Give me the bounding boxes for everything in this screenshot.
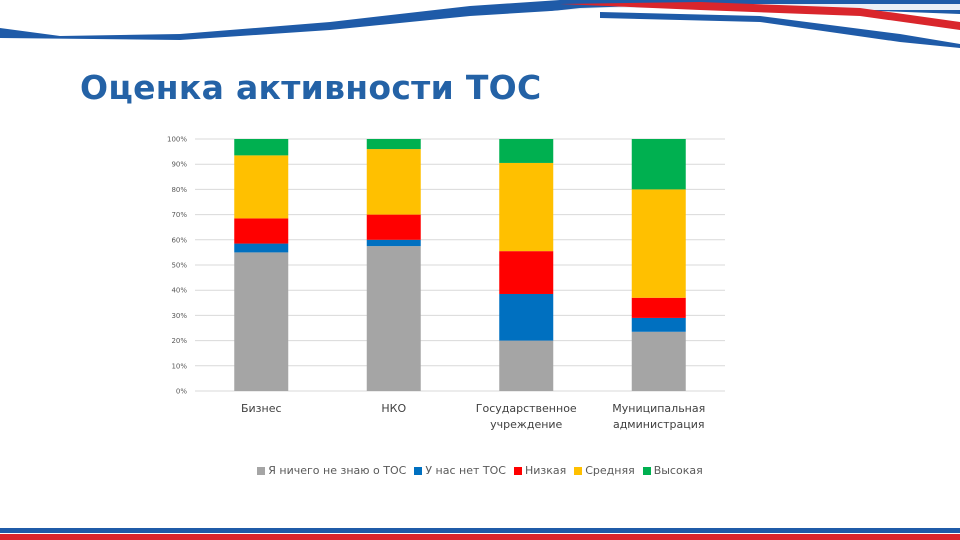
bar-segment [499, 139, 554, 163]
y-tick-label: 0% [176, 388, 187, 396]
bar-segment [499, 162, 554, 252]
legend-swatch [642, 466, 651, 475]
legend-label: Я ничего не знаю о ТОС [268, 464, 407, 477]
x-category-label: администрация [613, 418, 705, 431]
x-category-label: Бизнес [241, 402, 282, 415]
bar-segment [234, 139, 289, 156]
bar-segment [366, 214, 421, 240]
legend-item: Я ничего не знаю о ТОС [257, 464, 406, 477]
legend-item: У нас нет ТОС [414, 464, 506, 477]
legend-label: У нас нет ТОС [425, 464, 506, 477]
top-decor-band [0, 0, 960, 48]
y-tick-label: 20% [171, 337, 187, 345]
legend-label: Низкая [524, 464, 567, 477]
y-tick-label: 90% [171, 161, 187, 169]
y-tick-label: 10% [171, 362, 187, 370]
x-category-label: Государственное [476, 402, 577, 415]
legend-label: Средняя [585, 464, 635, 477]
y-tick-label: 100% [167, 136, 187, 144]
bar-segment [631, 189, 686, 298]
legend-item: Высокая [642, 464, 703, 477]
y-tick-label: 80% [171, 186, 187, 194]
bar-segment [234, 218, 289, 244]
x-category-label: Муниципальная [612, 402, 705, 415]
bar-segment [499, 293, 554, 341]
bar-segment [499, 251, 554, 294]
bar-segment [366, 246, 421, 391]
bar-segment [499, 340, 554, 391]
bar-segment [234, 155, 289, 219]
y-tick-label: 70% [171, 211, 187, 219]
bar-segment [366, 149, 421, 215]
bar-segment [234, 243, 289, 253]
x-category-label: учреждение [490, 418, 562, 431]
y-tick-label: 40% [171, 287, 187, 295]
bottom-decor-band [0, 528, 960, 540]
bar-segment [631, 317, 686, 332]
legend-swatch [574, 466, 583, 475]
bar-segment [234, 252, 289, 391]
legend-item: Средняя [574, 464, 635, 477]
y-tick-label: 60% [171, 236, 187, 244]
legend-label: Высокая [653, 464, 703, 477]
bar-segment [631, 331, 686, 391]
y-tick-label: 30% [171, 312, 187, 320]
bar-segment [631, 139, 686, 190]
legend-swatch [257, 466, 266, 475]
legend-item: Низкая [513, 464, 567, 477]
bar-segment [366, 139, 421, 150]
y-tick-label: 50% [171, 262, 187, 270]
slide-title: Оценка активности ТОС [80, 68, 542, 107]
legend-swatch [414, 466, 423, 475]
x-category-label: НКО [381, 402, 406, 415]
chart-legend: Я ничего не знаю о ТОС У нас нет ТОС Низка… [0, 464, 960, 477]
legend-swatch [513, 466, 522, 475]
bar-segment [366, 239, 421, 247]
bar-segment [631, 297, 686, 318]
